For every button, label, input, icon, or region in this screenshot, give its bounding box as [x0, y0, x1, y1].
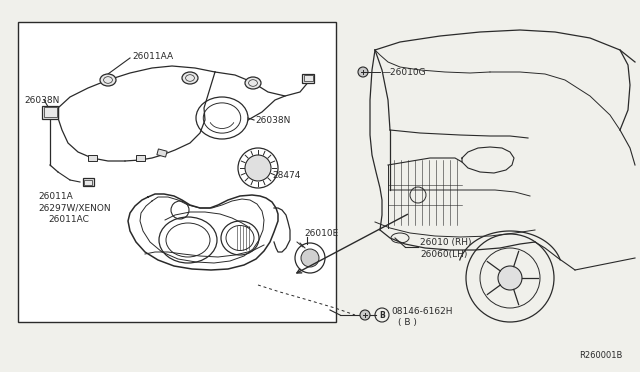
Bar [303, 75, 312, 81]
Text: 26011A: 26011A [38, 192, 73, 201]
Text: 26010 (RH): 26010 (RH) [420, 237, 472, 247]
Bar [157, 149, 167, 157]
Text: 26011AA: 26011AA [132, 51, 173, 61]
Text: —26010G: —26010G [382, 67, 427, 77]
Bar [44, 107, 56, 117]
Text: R260001B: R260001B [579, 351, 622, 360]
Circle shape [301, 249, 319, 267]
Text: 26297W/XENON: 26297W/XENON [38, 203, 111, 212]
Bar [88, 155, 97, 161]
Ellipse shape [182, 72, 198, 84]
Circle shape [360, 310, 370, 320]
Text: 28474: 28474 [272, 170, 300, 180]
Ellipse shape [100, 74, 116, 86]
Circle shape [358, 67, 368, 77]
Circle shape [245, 155, 271, 181]
Bar [302, 74, 314, 83]
Text: ( B ): ( B ) [398, 317, 417, 327]
Bar [18, 22, 336, 322]
Bar [136, 155, 145, 161]
Text: 08146-6162H: 08146-6162H [391, 308, 452, 317]
Circle shape [498, 266, 522, 290]
Text: 26038N: 26038N [255, 115, 291, 125]
Ellipse shape [245, 77, 261, 89]
Bar [84, 180, 92, 185]
Text: 26060(LH): 26060(LH) [420, 250, 467, 259]
Text: 26038N: 26038N [24, 96, 60, 105]
Text: 26011AC: 26011AC [48, 215, 89, 224]
Text: 26010E: 26010E [304, 228, 339, 237]
Bar [42, 106, 58, 119]
Bar [83, 178, 93, 186]
Text: B: B [379, 311, 385, 320]
